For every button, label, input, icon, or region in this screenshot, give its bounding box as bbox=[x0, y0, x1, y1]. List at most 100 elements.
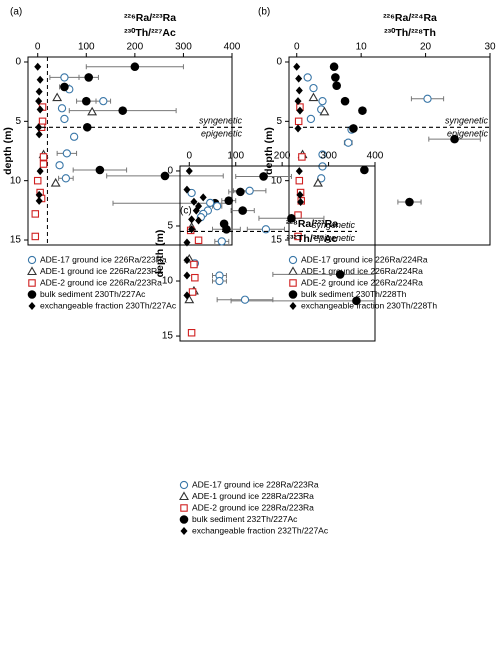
point bbox=[358, 106, 367, 115]
x-tick-label: 400 bbox=[367, 151, 384, 162]
point bbox=[179, 480, 189, 490]
point bbox=[187, 188, 196, 198]
annotation: epigenetic bbox=[314, 233, 356, 243]
point bbox=[217, 237, 226, 246]
point bbox=[297, 198, 305, 207]
point bbox=[303, 73, 312, 82]
x-tick-label: 400 bbox=[224, 42, 241, 53]
point bbox=[52, 92, 63, 102]
point bbox=[238, 206, 247, 215]
x-tick-label: 300 bbox=[320, 151, 337, 162]
point bbox=[57, 104, 67, 113]
point bbox=[236, 187, 245, 197]
point bbox=[60, 114, 69, 124]
point bbox=[183, 256, 191, 265]
point bbox=[215, 276, 224, 286]
y-axis-label: depth (m) bbox=[154, 230, 166, 278]
point bbox=[179, 491, 189, 501]
point bbox=[28, 302, 36, 310]
point bbox=[332, 81, 341, 91]
point bbox=[160, 171, 170, 181]
legend-entry: ADE-2 ground ice 228Ra/223Ra bbox=[192, 502, 314, 512]
point bbox=[296, 190, 304, 199]
point bbox=[331, 73, 340, 82]
plot-frame bbox=[179, 165, 376, 342]
point bbox=[184, 294, 195, 304]
point bbox=[28, 279, 36, 287]
point bbox=[183, 238, 191, 247]
point bbox=[130, 62, 140, 72]
point bbox=[317, 174, 326, 183]
point bbox=[450, 134, 459, 144]
point bbox=[61, 174, 71, 183]
point bbox=[27, 266, 37, 276]
point bbox=[27, 255, 37, 265]
point bbox=[212, 202, 222, 211]
point bbox=[306, 114, 316, 124]
point bbox=[329, 62, 339, 72]
point bbox=[36, 75, 44, 84]
x-tick-label: 200 bbox=[274, 151, 291, 162]
point bbox=[313, 177, 323, 187]
point bbox=[194, 236, 203, 245]
point bbox=[35, 97, 43, 106]
legend-entry: bulk sediment 232Th/227Ac bbox=[192, 514, 298, 524]
point bbox=[289, 302, 297, 310]
point bbox=[318, 150, 327, 159]
point bbox=[188, 215, 196, 224]
point bbox=[405, 197, 414, 207]
legend-entry: exchangeable fraction 230Th/228Th bbox=[301, 300, 437, 310]
point bbox=[294, 124, 302, 133]
point bbox=[294, 117, 303, 126]
x-tick-label: 30 bbox=[484, 42, 496, 53]
x-tick-label: 0 bbox=[187, 151, 193, 162]
point bbox=[27, 290, 37, 299]
legend-entry: ADE-1 ground ice 228Ra/223Ra bbox=[192, 491, 314, 501]
chart-title: ²²⁶Ra/²²³Ra bbox=[124, 12, 176, 24]
point bbox=[188, 288, 197, 296]
legend-entry: bulk sediment 230Th/227Ac bbox=[40, 289, 146, 299]
chart-title: ²²⁶Ra/²²⁴Ra bbox=[383, 12, 437, 24]
chart-title: ²²⁸Ra/²²³Ra bbox=[286, 218, 338, 230]
point bbox=[183, 185, 191, 194]
point bbox=[190, 197, 198, 206]
y-tick-label: 10 bbox=[162, 276, 174, 287]
point bbox=[95, 165, 105, 175]
legend-entry: ADE-1 ground ice 226Ra/223Ra bbox=[40, 266, 162, 276]
point bbox=[31, 232, 40, 241]
point bbox=[35, 190, 43, 199]
point bbox=[35, 196, 43, 205]
annotation: epigenetic bbox=[447, 129, 489, 139]
y-axis-label: depth (m) bbox=[263, 127, 275, 175]
point bbox=[187, 328, 196, 337]
point bbox=[183, 291, 191, 300]
point bbox=[335, 270, 345, 279]
plot-area bbox=[183, 166, 375, 337]
y-tick-label: 15 bbox=[271, 235, 283, 246]
point bbox=[35, 87, 43, 96]
legend-entry: ADE-17 ground ice 226Ra/224Ra bbox=[301, 254, 428, 264]
point bbox=[191, 273, 199, 282]
point bbox=[36, 167, 44, 176]
y-tick-label: 0 bbox=[15, 57, 21, 68]
panel-label: (a) bbox=[10, 7, 22, 18]
point bbox=[185, 166, 193, 175]
y-tick-label: 15 bbox=[162, 331, 174, 342]
point bbox=[288, 290, 298, 299]
point bbox=[99, 97, 108, 106]
point bbox=[309, 83, 318, 93]
panel-label: (c) bbox=[180, 206, 192, 217]
point bbox=[319, 106, 330, 116]
point bbox=[245, 186, 254, 195]
point bbox=[294, 232, 302, 241]
y-tick-label: 0 bbox=[276, 57, 282, 68]
point bbox=[360, 165, 369, 175]
plot-frame bbox=[288, 56, 491, 246]
point bbox=[224, 196, 234, 205]
point bbox=[295, 74, 303, 83]
plot-frame bbox=[27, 56, 233, 246]
y-tick-label: 10 bbox=[10, 175, 22, 186]
point bbox=[195, 216, 203, 225]
